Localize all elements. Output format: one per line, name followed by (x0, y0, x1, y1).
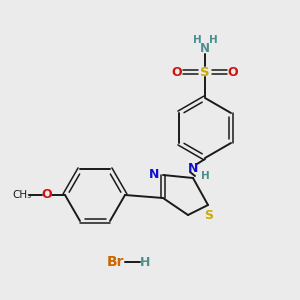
Text: H: H (208, 35, 217, 45)
Text: H: H (140, 256, 150, 268)
Text: O: O (42, 188, 52, 202)
Text: S: S (205, 209, 214, 222)
Text: N: N (148, 167, 159, 181)
Text: CH₃: CH₃ (12, 190, 32, 200)
Text: N: N (188, 161, 198, 175)
Text: O: O (228, 65, 238, 79)
Text: Br: Br (106, 255, 124, 269)
Text: O: O (172, 65, 182, 79)
Text: N: N (200, 41, 210, 55)
Text: S: S (200, 65, 210, 79)
Text: H: H (201, 171, 209, 181)
Text: H: H (193, 35, 201, 45)
